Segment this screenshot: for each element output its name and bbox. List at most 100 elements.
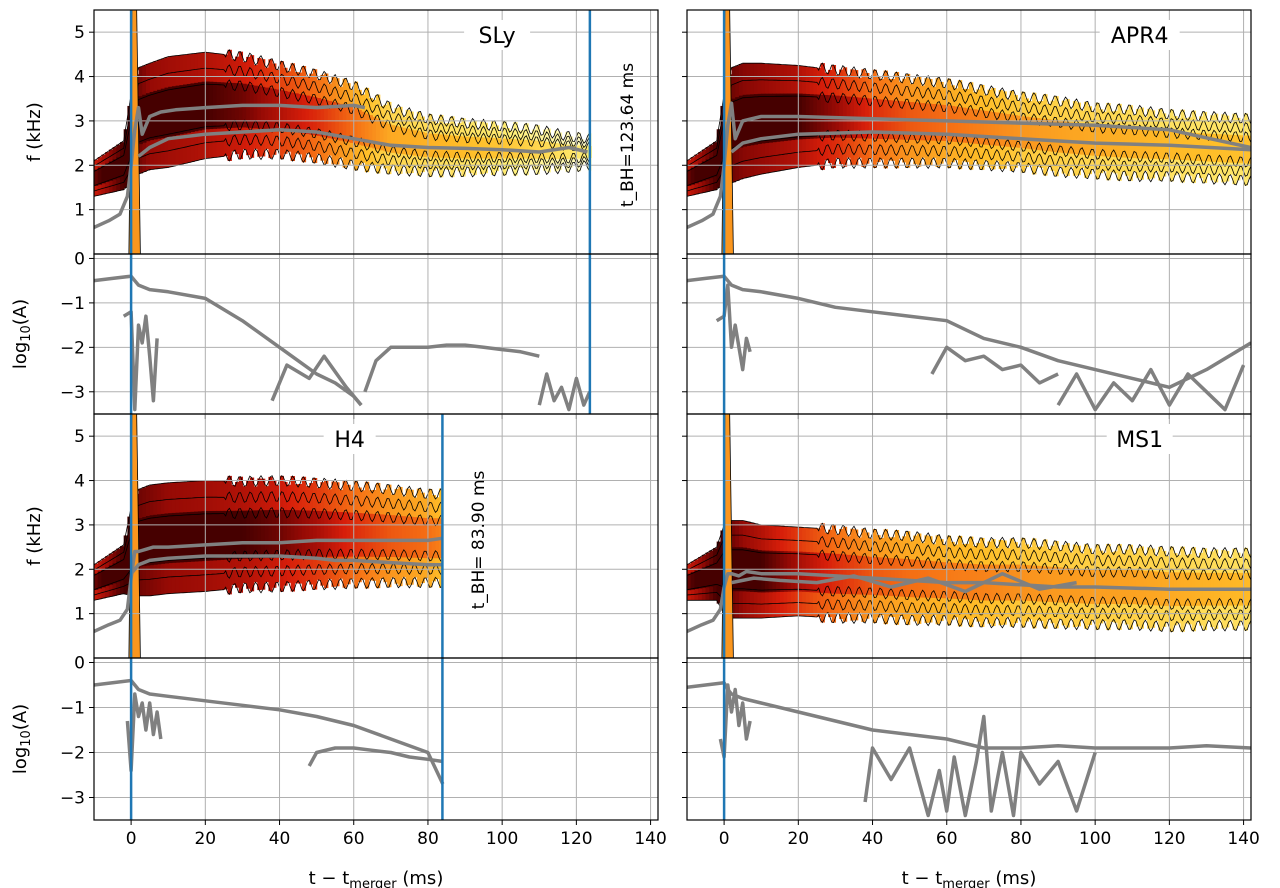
spectrogram-core (324, 511, 329, 557)
spectrogram-core (201, 511, 206, 562)
spectrogram-core (249, 510, 255, 559)
spectrogram-core (97, 167, 103, 185)
spectrogram-core (401, 516, 407, 558)
spectrogram-core (138, 518, 143, 567)
spectrogram-core (824, 553, 829, 594)
spectrogram-core (698, 568, 703, 589)
contour-line (687, 520, 1251, 566)
spectrogram-core (753, 549, 759, 593)
spectrogram-core (520, 139, 526, 159)
tbh-label: t_BH=123.64 ms (618, 63, 638, 207)
f-tick-label: 3 (74, 516, 85, 536)
spectrogram-core (376, 118, 381, 150)
spectrogram-core (123, 145, 128, 172)
spectrogram-core (275, 89, 281, 130)
spectrogram-core (197, 511, 203, 562)
spectrogram-core (279, 90, 284, 131)
spectrogram-core (709, 157, 714, 179)
contour-line (94, 548, 442, 591)
x-tick-label: 100 (486, 829, 518, 849)
spectrogram-core (298, 94, 303, 133)
spectrogram-core (376, 514, 381, 557)
spectrogram-core (264, 510, 269, 559)
spectrogram-core (809, 552, 814, 593)
frequency-track (94, 536, 444, 633)
spectrogram-core (372, 513, 377, 557)
contour-line (94, 506, 442, 576)
spectrogram-core (1046, 566, 1052, 602)
spectrogram-core (572, 145, 577, 159)
spectrogram-core (260, 86, 266, 129)
amplitude-axes-frame (93, 657, 659, 821)
spectrogram-core (1080, 123, 1085, 155)
spectrogram-core (171, 512, 177, 563)
spectrogram-core (694, 570, 699, 590)
spectrogram-core (950, 562, 955, 599)
spectrogram-core (568, 145, 574, 159)
amplitude-track (363, 343, 540, 393)
spectrogram-core (894, 558, 900, 597)
spectrogram-core (383, 122, 388, 152)
spectrogram-core (294, 510, 299, 558)
spectrogram-core (142, 94, 147, 143)
spectrogram-core (909, 559, 914, 598)
spectrogram-core (1098, 126, 1104, 157)
spectrogram-core (1087, 125, 1093, 156)
spectrogram-core (887, 557, 892, 596)
amp-tick-label: −1 (60, 699, 85, 719)
spectrogram-core (357, 109, 362, 145)
panel-ms1: 0 20 40 60 80 100 120 140 MS1 (682, 413, 1260, 849)
spectrogram-core (961, 107, 966, 143)
spectrogram-core (987, 111, 992, 146)
spectrogram-core (805, 552, 811, 593)
spectrogram-core (342, 512, 347, 557)
spectrogram-core (257, 86, 262, 129)
spectrogram-core (1035, 118, 1041, 150)
spectrogram-core (320, 98, 325, 137)
spectrogram-core (220, 510, 225, 560)
spectrogram-core (242, 510, 247, 559)
amplitude-track (307, 746, 444, 767)
spectrogram-core (946, 562, 952, 599)
spectrogram-core (127, 538, 132, 574)
spectrogram-core (972, 109, 978, 144)
spectrogram-core (1032, 117, 1037, 150)
spectrogram-core (976, 109, 981, 145)
spectrogram-core (112, 159, 117, 180)
spectrogram-core (327, 100, 333, 139)
spectrogram-core (891, 558, 896, 597)
spectrogram-core (716, 558, 721, 587)
spectrogram-core (142, 517, 147, 567)
spectrogram-core (435, 134, 440, 158)
spectrogram-core (145, 516, 151, 566)
spectrogram-core (839, 554, 844, 594)
amp-axis-label: log10(A) (10, 299, 34, 369)
spectrogram-core (576, 145, 581, 159)
f-tick-label: 2 (74, 156, 85, 176)
contour-line (687, 591, 1251, 622)
spectrogram-core (531, 140, 537, 159)
spectrogram-core (690, 167, 696, 185)
spectrogram-core (720, 127, 725, 164)
panel-sly: 1 2 3 4 5 0 −1 −2 −3 f (kHz) log10(A) SLy t_BH=123.6… (10, 9, 659, 419)
spectrogram-core (565, 144, 570, 159)
spectrogram-core (1058, 120, 1063, 153)
spectrogram-core (750, 548, 755, 592)
spectrogram-core (312, 510, 318, 557)
spectrogram-core (690, 572, 696, 590)
spectrogram-core (368, 513, 373, 557)
spectrogram-core (357, 513, 362, 557)
spectrogram-core (905, 559, 911, 597)
spectrogram-core (712, 562, 718, 586)
spectrogram-core (969, 108, 974, 144)
spectrogram-core (998, 113, 1003, 147)
spectrogram-core (816, 552, 822, 593)
spectrogram-core (112, 563, 117, 584)
spectrogram-core (746, 548, 751, 592)
spectrogram-core (694, 165, 699, 184)
spectrogram-core (123, 551, 128, 579)
spectrogram-core (409, 516, 414, 558)
spectrogram-core (268, 88, 273, 130)
spectrogram-core (1024, 116, 1029, 149)
spectrogram-core (1043, 566, 1048, 602)
